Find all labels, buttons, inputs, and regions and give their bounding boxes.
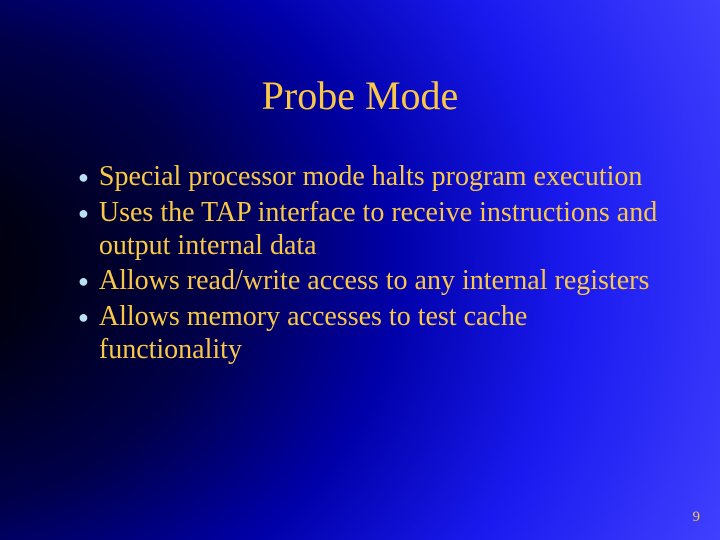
bullet-text: Allows read/write access to any internal… bbox=[99, 264, 660, 298]
bullet-icon: ● bbox=[78, 160, 89, 194]
bullet-icon: ● bbox=[78, 196, 89, 262]
bullet-text: Special processor mode halts program exe… bbox=[99, 160, 660, 194]
bullet-icon: ● bbox=[78, 300, 89, 366]
page-number: 9 bbox=[693, 509, 701, 526]
slide: Probe Mode ● Special processor mode halt… bbox=[0, 0, 720, 540]
bullet-text: Uses the TAP interface to receive instru… bbox=[99, 196, 660, 262]
bullet-item: ● Allows memory accesses to test cache f… bbox=[78, 300, 660, 366]
bullet-item: ● Special processor mode halts program e… bbox=[78, 160, 660, 194]
bullet-item: ● Allows read/write access to any intern… bbox=[78, 264, 660, 298]
slide-content: ● Special processor mode halts program e… bbox=[78, 160, 660, 368]
slide-title: Probe Mode bbox=[0, 72, 720, 119]
bullet-icon: ● bbox=[78, 264, 89, 298]
bullet-text: Allows memory accesses to test cache fun… bbox=[99, 300, 660, 366]
bullet-item: ● Uses the TAP interface to receive inst… bbox=[78, 196, 660, 262]
